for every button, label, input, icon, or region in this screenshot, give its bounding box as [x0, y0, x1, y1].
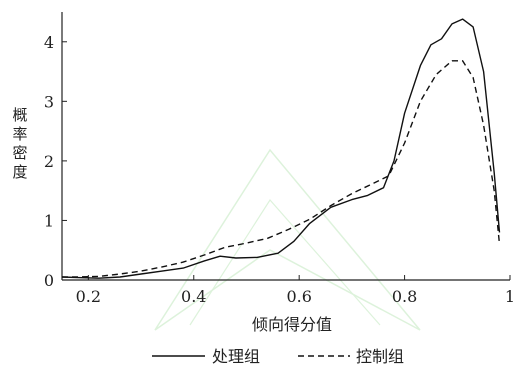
legend-label: 控制组 — [356, 347, 404, 366]
y-tick-label: 2 — [44, 152, 54, 171]
watermark-shape — [154, 148, 421, 331]
x-tick-label: 0.8 — [392, 287, 417, 306]
x-tick-label: 0.2 — [76, 287, 101, 306]
watermark — [154, 148, 421, 331]
y-tick-label: 1 — [44, 211, 54, 230]
watermark-shape-inner — [189, 199, 381, 326]
series-line-control — [62, 60, 501, 278]
x-tick-label: 0.6 — [286, 287, 311, 306]
series-layer — [61, 18, 501, 279]
x-tick-label: 1 — [505, 287, 513, 306]
series-line-treatment — [61, 18, 501, 279]
y-tick-label: 0 — [44, 271, 54, 290]
x-ticks: 0.2 0.4 0.6 0.8 1 — [76, 275, 513, 306]
legend-label: 处理组 — [212, 347, 260, 366]
x-axis-label: 倾向得分值 — [252, 315, 332, 334]
y-ticks: 0 1 2 3 4 — [44, 33, 67, 290]
y-axis-label: 概率密度 — [12, 106, 27, 181]
y-tick-label: 3 — [44, 92, 54, 111]
legend: 处理组 控制组 — [152, 347, 404, 366]
plot-axes: 0.2 0.4 0.6 0.8 1 0 1 2 3 4 — [44, 12, 513, 306]
y-tick-label: 4 — [44, 33, 54, 52]
x-tick-label: 0.4 — [181, 287, 206, 306]
